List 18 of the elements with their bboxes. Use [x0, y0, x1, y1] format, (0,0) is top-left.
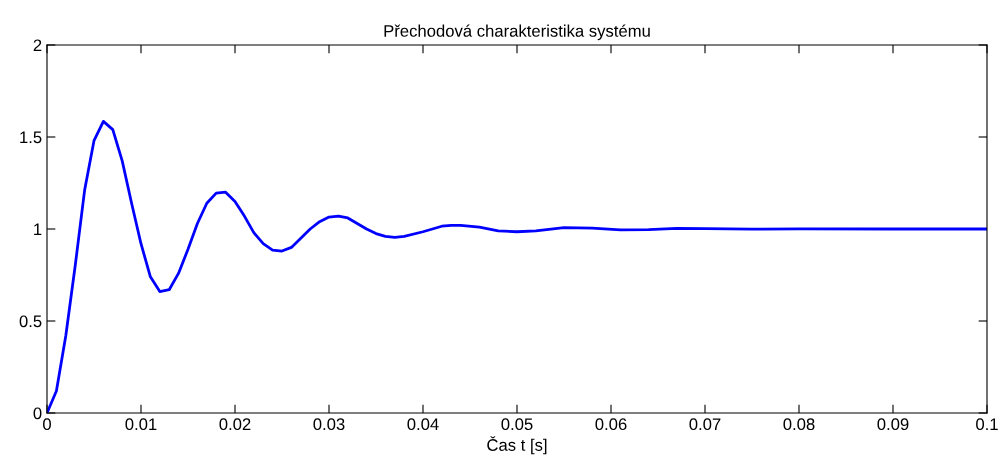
y-tick-label: 1.5 [20, 131, 42, 144]
x-tick-label: 0.07 [689, 418, 721, 431]
x-tick-label: 0.03 [313, 418, 345, 431]
y-tick-label: 0 [33, 407, 42, 420]
x-tick-label: 0.09 [877, 418, 909, 431]
x-tick-label: 0.04 [407, 418, 439, 431]
x-tick-label: 0.1 [976, 418, 998, 431]
x-tick-label: 0.05 [501, 418, 533, 431]
x-axis-title: Čas t [s] [487, 436, 547, 455]
x-tick-label: 0.01 [125, 418, 157, 431]
y-tick-label: 0.5 [19, 315, 42, 328]
chart-title: Přechodová charakteristika systému [384, 24, 650, 41]
y-tick-label: 2 [33, 39, 42, 52]
x-tick-label: 0.06 [595, 418, 627, 431]
y-tick-label: 1 [34, 223, 42, 236]
x-tick-label: 0 [43, 418, 51, 431]
x-tick-label: 0.08 [783, 418, 815, 431]
x-tick-label: 0.02 [219, 418, 251, 431]
